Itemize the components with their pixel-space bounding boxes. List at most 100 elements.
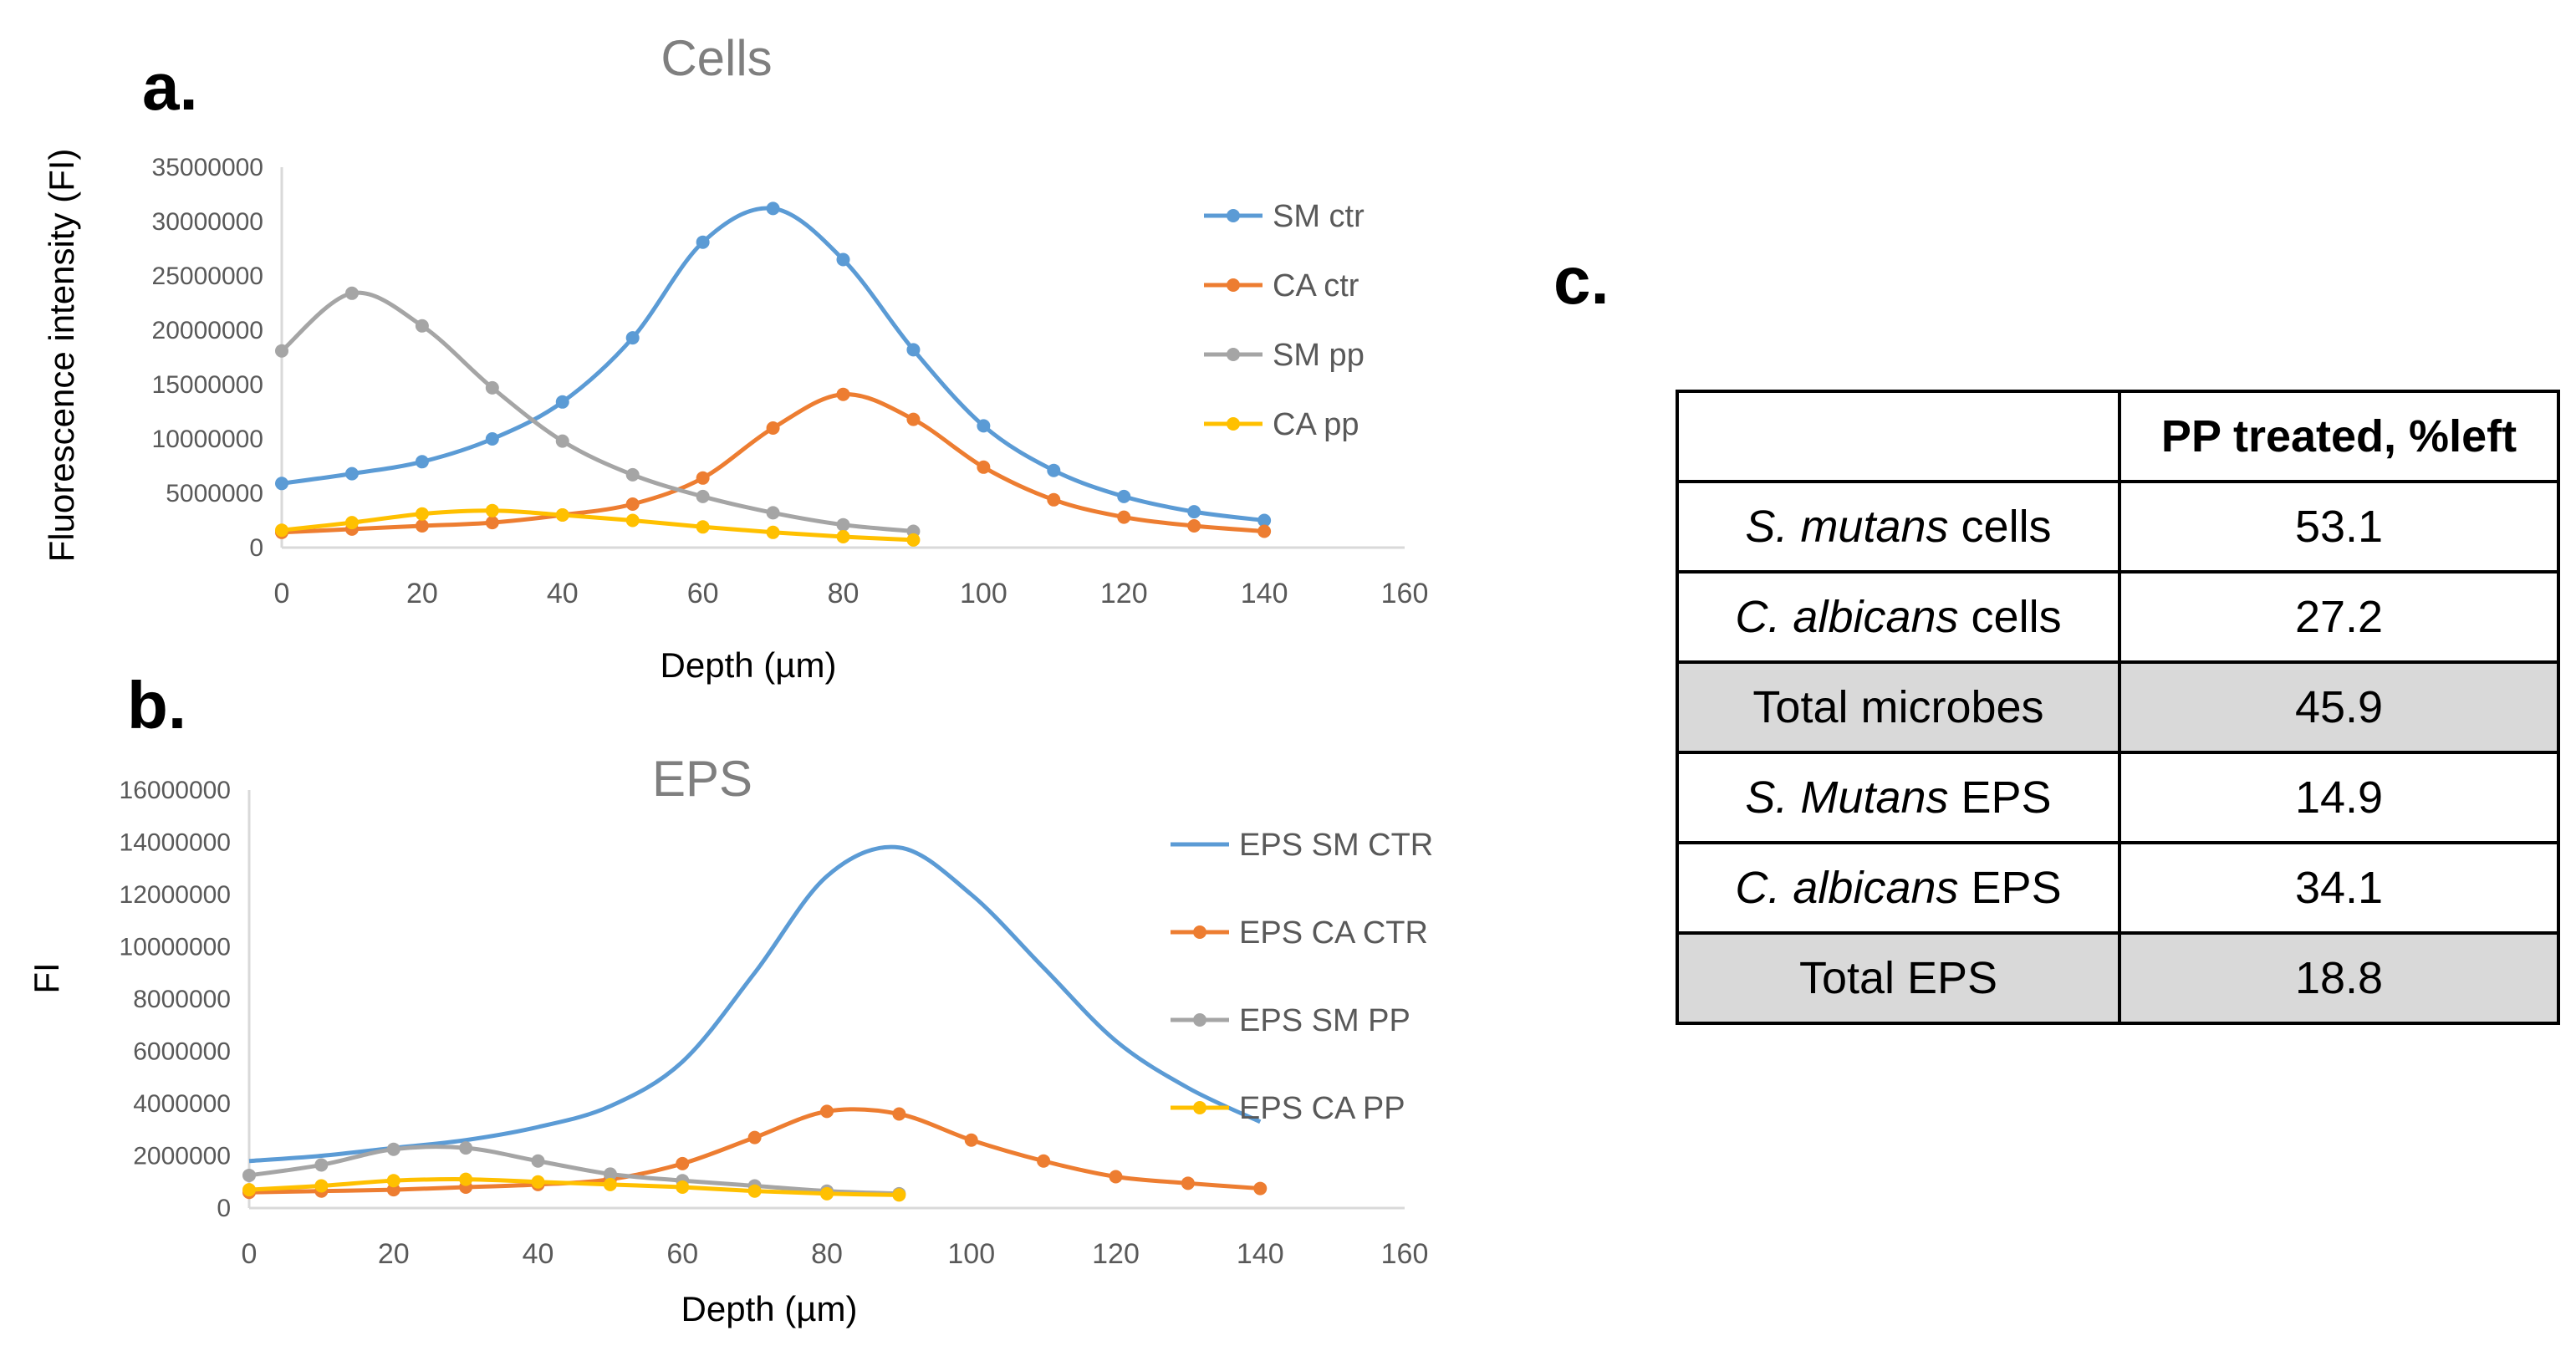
data-point-eps-ca-pp: [892, 1188, 906, 1202]
data-point-eps-ca-ctr: [1253, 1181, 1268, 1196]
data-point-ca-pp: [836, 530, 850, 543]
x-tick-label: 0: [274, 578, 290, 609]
data-point-eps-ca-pp: [314, 1179, 329, 1193]
data-point-sm-ctr: [1257, 513, 1272, 528]
chart-title: Cells: [661, 30, 772, 86]
table-row-label: S. Mutans EPS: [1676, 751, 2121, 844]
table-row: Total microbes 45.9: [1676, 660, 2560, 754]
data-point-ca-pp: [275, 523, 288, 538]
data-point-sm-ctr: [977, 419, 991, 433]
series-line-eps-sm-pp: [248, 1145, 900, 1196]
data-point-ca-ctr: [836, 387, 850, 401]
x-axis-label: Depth (µm): [661, 645, 837, 685]
summary-table: PP treated, %left S. mutans cells 53.1 C…: [1676, 390, 2560, 1025]
data-point-eps-ca-ctr: [1109, 1170, 1123, 1184]
y-tick-label: 10000000: [120, 934, 231, 961]
data-point-eps-ca-ctr: [1181, 1176, 1195, 1190]
legend-label-eps-ca-pp: EPS CA PP: [1239, 1091, 1405, 1126]
data-point-eps-ca-ctr: [386, 1183, 400, 1197]
data-point-sm-ctr: [766, 201, 780, 216]
x-tick-label: 160: [1381, 1238, 1429, 1270]
x-tick-label: 20: [378, 1238, 410, 1270]
legend-marker-ca-ctr: [1227, 278, 1240, 292]
table-row: S. Mutans EPS 14.9: [1676, 751, 2560, 844]
y-tick-label: 25000000: [152, 263, 263, 290]
data-point-ca-ctr: [1047, 492, 1061, 507]
data-point-sm-pp: [485, 380, 499, 395]
x-tick-label: 140: [1237, 1238, 1284, 1270]
x-tick-label: 60: [666, 1238, 698, 1270]
y-tick-label: 35000000: [152, 154, 263, 181]
legend-label-ca-pp: CA pp: [1273, 407, 1359, 442]
panel-label-a: a.: [142, 49, 198, 124]
series-line-ca-pp: [281, 508, 914, 543]
x-tick-label: 120: [1100, 578, 1148, 609]
data-point-sm-ctr: [415, 455, 429, 469]
table-row-label: Total EPS: [1676, 931, 2121, 1025]
data-point-sm-ctr: [696, 235, 710, 249]
x-tick-label: 160: [1381, 578, 1429, 609]
table-row-label: C. albicans cells: [1676, 570, 2121, 664]
data-point-ca-ctr: [977, 460, 991, 474]
legend-label-eps-ca-ctr: EPS CA CTR: [1239, 915, 1428, 951]
table-row-value: 45.9: [2118, 660, 2560, 754]
data-point-sm-pp: [555, 434, 569, 448]
data-point-sm-ctr: [1117, 489, 1131, 503]
panel-label-c: c.: [1553, 243, 1609, 318]
legend-marker-sm-pp: [1227, 348, 1240, 361]
y-axis-label: Fluorescence intensity (FI): [42, 149, 81, 563]
x-tick-label: 100: [947, 1238, 995, 1270]
cells-chart: Cells Fluorescence intensity (FI) Depth (µ…: [42, 30, 1429, 685]
x-tick-label: 80: [811, 1238, 843, 1270]
data-point-eps-ca-pp: [386, 1174, 400, 1188]
legend-marker-ca-pp: [1227, 417, 1240, 431]
data-point-sm-ctr: [1187, 505, 1201, 519]
y-tick-label: 0: [249, 534, 263, 562]
x-tick-label: 0: [242, 1238, 258, 1270]
series-line-sm-pp: [280, 290, 914, 533]
data-point-eps-ca-ctr: [892, 1107, 906, 1121]
table-row: C. albicans EPS 34.1: [1676, 841, 2560, 935]
y-tick-label: 20000000: [152, 317, 263, 344]
data-point-eps-sm-pp: [459, 1141, 473, 1155]
data-point-eps-ca-pp: [603, 1177, 617, 1191]
data-point-eps-ca-pp: [531, 1175, 545, 1189]
table-row-label: S. mutans cells: [1676, 480, 2121, 574]
y-tick-label: 30000000: [152, 208, 263, 236]
chart-title: EPS: [652, 751, 752, 807]
panel-label-b: b.: [127, 668, 187, 742]
y-tick-label: 8000000: [133, 986, 231, 1013]
data-point-eps-ca-ctr: [964, 1133, 978, 1147]
data-point-sm-ctr: [555, 395, 569, 409]
data-point-sm-ctr: [275, 477, 288, 491]
data-point-eps-ca-ctr: [676, 1156, 690, 1170]
legend-marker-eps-sm-pp: [1193, 1013, 1206, 1027]
data-point-ca-pp: [625, 513, 640, 528]
data-point-eps-sm-pp: [603, 1167, 617, 1181]
series-line-eps-sm-ctr: [248, 844, 1262, 1164]
table-header-row: PP treated, %left: [1676, 390, 2560, 483]
data-point-sm-ctr: [485, 432, 499, 446]
table-row-value: 27.2: [2118, 570, 2560, 664]
data-point-ca-pp: [555, 508, 569, 522]
data-point-eps-sm-pp: [314, 1158, 329, 1172]
data-point-sm-ctr: [625, 331, 640, 345]
data-point-sm-pp: [696, 489, 710, 503]
x-tick-label: 100: [960, 578, 1007, 609]
table-row: S. mutans cells 53.1: [1676, 480, 2560, 574]
legend-marker-eps-ca-ctr: [1193, 925, 1206, 939]
y-tick-label: 2000000: [133, 1143, 231, 1170]
data-point-eps-ca-pp: [459, 1172, 473, 1186]
data-point-ca-ctr: [415, 519, 429, 533]
data-point-ca-pp: [344, 516, 359, 530]
data-point-ca-ctr: [1257, 524, 1272, 538]
data-point-eps-sm-pp: [386, 1142, 400, 1156]
data-point-ca-ctr: [625, 497, 640, 511]
data-point-eps-sm-pp: [531, 1154, 545, 1168]
y-tick-label: 6000000: [133, 1038, 231, 1066]
series-line-eps-ca-pp: [248, 1177, 900, 1197]
series-line-sm-ctr: [281, 206, 1265, 523]
legend-label-eps-sm-pp: EPS SM PP: [1239, 1003, 1410, 1038]
data-point-ca-pp: [696, 520, 710, 534]
